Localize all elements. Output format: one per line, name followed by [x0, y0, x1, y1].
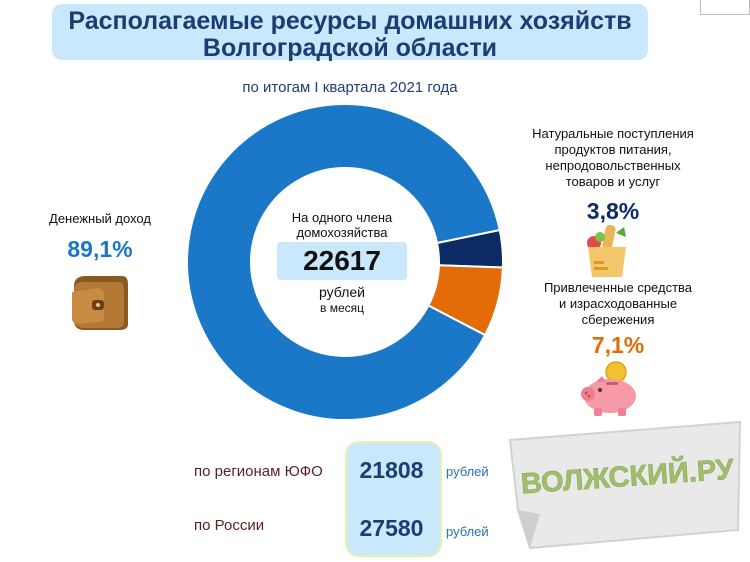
subtitle: по итогам I квартала 2021 года	[242, 79, 458, 96]
south-label: по регионам ЮФО	[194, 463, 323, 480]
russia-label: по России	[194, 517, 265, 534]
south-unit: рублей	[446, 464, 489, 479]
piggy-bank-icon	[581, 361, 636, 416]
natural-label-2: продуктов питания,	[554, 142, 672, 157]
savings-label-3: сбережения	[581, 312, 655, 327]
natural-label-4: товаров и услуг	[565, 174, 661, 189]
savings-label-2: и израсходованные	[558, 296, 678, 311]
russia-unit: рублей	[446, 524, 489, 539]
russia-value: 27580	[359, 515, 424, 541]
natural-pct: 3,8%	[586, 198, 640, 224]
watermark-logo: ВОЛЖСКИЙ.РУ	[508, 420, 742, 550]
savings-pct: 7,1%	[591, 332, 645, 358]
natural-label-1: Натуральные поступления	[532, 126, 694, 141]
south-value: 21808	[359, 457, 424, 483]
money-pct: 89,1%	[67, 236, 133, 262]
center-unit-2: в месяц	[319, 301, 364, 315]
comparison-box	[345, 441, 442, 557]
natural-label-3: непродовольственных	[545, 158, 681, 173]
money-label: Денежный доход	[49, 211, 151, 226]
center-value: 22617	[303, 245, 381, 276]
center-unit-1: рублей	[319, 284, 365, 300]
title-line-1: Располагаемые ресурсы домашних хозяйств	[68, 7, 632, 35]
title-banner: Располагаемые ресурсы домашних хозяйств …	[52, 4, 648, 62]
center-caption-1: На одного члена	[291, 210, 393, 225]
wallet-icon	[72, 276, 128, 330]
slice-money-income	[186, 103, 501, 421]
savings-label-1: Привлеченные средства	[543, 280, 693, 295]
title-line-2: Волгоградской области	[202, 34, 498, 62]
center-value-box: 22617	[277, 242, 407, 280]
center-caption-2: домохозяйства	[296, 225, 388, 240]
grocery-bag-icon	[587, 224, 626, 277]
